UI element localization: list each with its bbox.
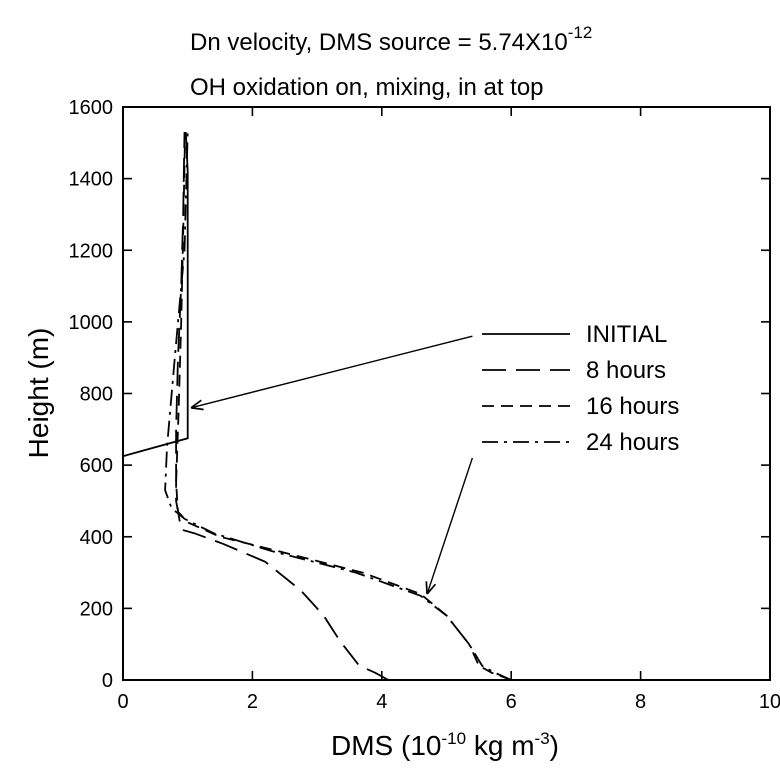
legend: INITIAL 8 hours 16 hours 24 hours — [482, 321, 679, 456]
y-tick-label: 1200 — [69, 240, 114, 262]
y-tick-label: 600 — [80, 455, 113, 477]
x-tick-label: 2 — [247, 691, 258, 713]
x-tick-labels: 0 2 4 6 8 10 — [117, 691, 780, 713]
y-tick-label: 200 — [80, 598, 113, 620]
tick-marks — [122, 106, 771, 681]
y-tick-label: 1600 — [69, 97, 114, 119]
y-tick-label: 1000 — [69, 312, 114, 334]
chart-title-line2: OH oxidation on, mixing, in at top — [190, 74, 544, 101]
x-tick-label: 6 — [506, 691, 517, 713]
x-tick-label: 10 — [759, 691, 780, 713]
x-tick-label: 4 — [376, 691, 387, 713]
y-tick-label: 0 — [102, 670, 113, 692]
series-lines — [122, 132, 512, 681]
legend-label: 24 hours — [586, 429, 679, 456]
legend-label: 16 hours — [586, 393, 679, 420]
x-tick-label: 0 — [117, 691, 128, 713]
annotation-arrows — [191, 335, 474, 594]
x-tick-label: 8 — [635, 691, 646, 713]
series-line-initial — [122, 132, 189, 458]
annotation-arrow — [191, 335, 473, 408]
legend-label: 8 hours — [586, 357, 666, 384]
series-line-8-hours — [175, 132, 389, 681]
y-axis-title: Height (m) — [23, 328, 54, 459]
x-axis-title: DMS (10-10 kg m-3) — [331, 729, 559, 761]
y-tick-label: 1400 — [69, 169, 114, 191]
y-tick-label: 400 — [80, 527, 113, 549]
y-tick-label: 800 — [80, 384, 113, 406]
legend-label: INITIAL — [586, 321, 667, 348]
series-line-16-hours — [175, 132, 512, 681]
y-tick-labels: 0 200 400 600 800 1000 1200 1400 1600 — [69, 97, 114, 692]
chart-title-line1: Dn velocity, DMS source = 5.74X10-12 — [190, 23, 592, 56]
series-line-24-hours — [164, 132, 512, 681]
annotation-arrow — [427, 457, 474, 594]
